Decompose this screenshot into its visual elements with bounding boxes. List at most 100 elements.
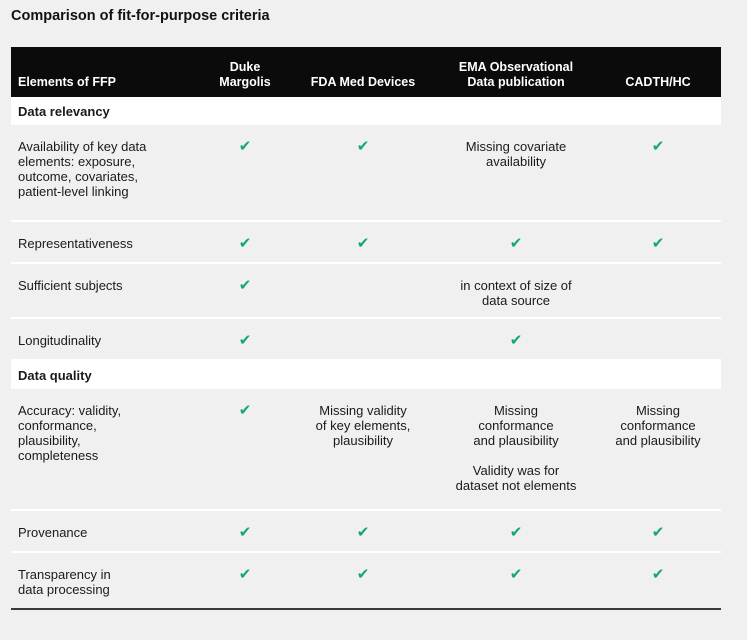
- table-cell: ✔: [201, 318, 289, 361]
- cell-spacer: [441, 448, 591, 463]
- table-row: Sufficient subjects ✔ in context of size o…: [11, 263, 721, 319]
- row-label: Longitudinality: [11, 318, 201, 361]
- checkmark-icon: ✔: [356, 138, 370, 155]
- row-label: Transparency in data processing: [11, 552, 201, 610]
- table-cell: [289, 263, 437, 319]
- cell-text: Validity was for: [472, 463, 560, 478]
- checkmark-icon: ✔: [651, 566, 665, 583]
- row-label: Availability of key data elements: exposu…: [11, 125, 201, 222]
- row-label-line: Transparency in: [18, 567, 111, 582]
- table-cell: Missing conformance and plausibility: [595, 389, 721, 511]
- table-row: Accuracy: validity, conformance, plausibil…: [11, 389, 721, 511]
- table-cell: Missing validity of key elements, plausibi…: [289, 389, 437, 511]
- checkmark-icon: ✔: [356, 566, 370, 583]
- table-cell: ✔: [201, 221, 289, 264]
- column-header-elements: Elements of FFP: [11, 47, 201, 97]
- table-row: Representativeness ✔ ✔ ✔ ✔: [11, 221, 721, 264]
- table-cell: ✔: [437, 552, 595, 610]
- table-cell: in context of size of data source: [437, 263, 595, 319]
- cell-text: Missing validity: [319, 403, 407, 418]
- cell-text: in context of size of: [460, 278, 572, 293]
- table-cell: Missing covariate availability: [437, 125, 595, 222]
- table-row: Longitudinality ✔ ✔: [11, 318, 721, 361]
- table-cell: ✔: [289, 552, 437, 610]
- column-header-cadth-hc: CADTH/HC: [595, 47, 721, 97]
- cell-text: Missing covariate: [465, 139, 567, 154]
- row-label-line: Longitudinality: [18, 333, 102, 348]
- table-cell: ✔: [201, 125, 289, 222]
- checkmark-icon: ✔: [238, 277, 252, 294]
- checkmark-icon: ✔: [356, 524, 370, 541]
- section-row: Data relevancy: [11, 97, 721, 125]
- table-cell: ✔: [437, 510, 595, 553]
- column-header-ema: EMA Observational Data publication: [437, 47, 595, 97]
- table-cell: ✔: [595, 552, 721, 610]
- column-header-fda-med-devices: FDA Med Devices: [289, 47, 437, 97]
- page-title: Comparison of fit-for-purpose criteria: [11, 8, 270, 24]
- cell-text: availability: [486, 154, 546, 169]
- table-row: Availability of key data elements: exposu…: [11, 125, 721, 222]
- row-label-line: Sufficient subjects: [18, 278, 123, 293]
- table-cell: [289, 318, 437, 361]
- row-label: Accuracy: validity, conformance, plausibil…: [11, 389, 201, 511]
- checkmark-icon: ✔: [238, 235, 252, 252]
- checkmark-icon: ✔: [238, 402, 252, 419]
- ffp-comparison-table: Elements of FFP Duke Margolis FDA Med De…: [11, 47, 721, 610]
- table-cell: ✔: [289, 221, 437, 264]
- checkmark-icon: ✔: [509, 235, 523, 252]
- section-heading: Data quality: [11, 360, 721, 389]
- table-cell: ✔: [437, 221, 595, 264]
- table-row: Transparency in data processing ✔ ✔ ✔ ✔: [11, 552, 721, 610]
- table-cell: [595, 263, 721, 319]
- checkmark-icon: ✔: [509, 524, 523, 541]
- checkmark-icon: ✔: [238, 566, 252, 583]
- cell-text: data source: [482, 293, 550, 308]
- row-label-line: Provenance: [18, 525, 88, 540]
- table-cell: ✔: [289, 125, 437, 222]
- cell-text: and plausibility: [615, 433, 701, 448]
- column-header-duke-margolis: Duke Margolis: [201, 47, 289, 97]
- row-label-line: conformance,: [18, 418, 97, 433]
- row-label-line: patient-level linking: [18, 184, 129, 199]
- table-cell: ✔: [289, 510, 437, 553]
- checkmark-icon: ✔: [651, 138, 665, 155]
- table-cell: ✔: [201, 263, 289, 319]
- row-label: Sufficient subjects: [11, 263, 201, 319]
- cell-text: plausibility: [333, 433, 393, 448]
- cell-text: conformance: [478, 418, 554, 433]
- row-label-line: elements: exposure,: [18, 154, 136, 169]
- cell-text: Missing: [635, 403, 681, 418]
- section-row: Data quality: [11, 360, 721, 389]
- row-label-line: Representativeness: [18, 236, 133, 251]
- row-label-line: Accuracy: validity,: [18, 403, 122, 418]
- cell-text: dataset not elements: [455, 478, 577, 493]
- checkmark-icon: ✔: [356, 235, 370, 252]
- table-cell: Missing conformance and plausibility Validi…: [437, 389, 595, 511]
- table-cell: ✔: [595, 125, 721, 222]
- table-cell: [595, 318, 721, 361]
- cell-text: Missing: [493, 403, 539, 418]
- table-cell: ✔: [437, 318, 595, 361]
- row-label: Provenance: [11, 510, 201, 553]
- section-heading: Data relevancy: [11, 97, 721, 125]
- row-label: Representativeness: [11, 221, 201, 264]
- checkmark-icon: ✔: [238, 138, 252, 155]
- checkmark-icon: ✔: [651, 235, 665, 252]
- checkmark-icon: ✔: [509, 332, 523, 349]
- cell-text: conformance: [620, 418, 696, 433]
- table-row: Provenance ✔ ✔ ✔ ✔: [11, 510, 721, 553]
- table-cell: ✔: [595, 221, 721, 264]
- table-cell: ✔: [201, 389, 289, 511]
- checkmark-icon: ✔: [238, 332, 252, 349]
- cell-text: and plausibility: [473, 433, 559, 448]
- cell-text: of key elements,: [315, 418, 411, 433]
- table-cell: ✔: [201, 552, 289, 610]
- table-cell: ✔: [201, 510, 289, 553]
- checkmark-icon: ✔: [509, 566, 523, 583]
- header-row: Elements of FFP Duke Margolis FDA Med De…: [11, 47, 721, 97]
- row-label-line: Availability of key data: [18, 139, 147, 154]
- row-label-line: completeness: [18, 448, 99, 463]
- row-label-line: outcome, covariates,: [18, 169, 138, 184]
- checkmark-icon: ✔: [238, 524, 252, 541]
- checkmark-icon: ✔: [651, 524, 665, 541]
